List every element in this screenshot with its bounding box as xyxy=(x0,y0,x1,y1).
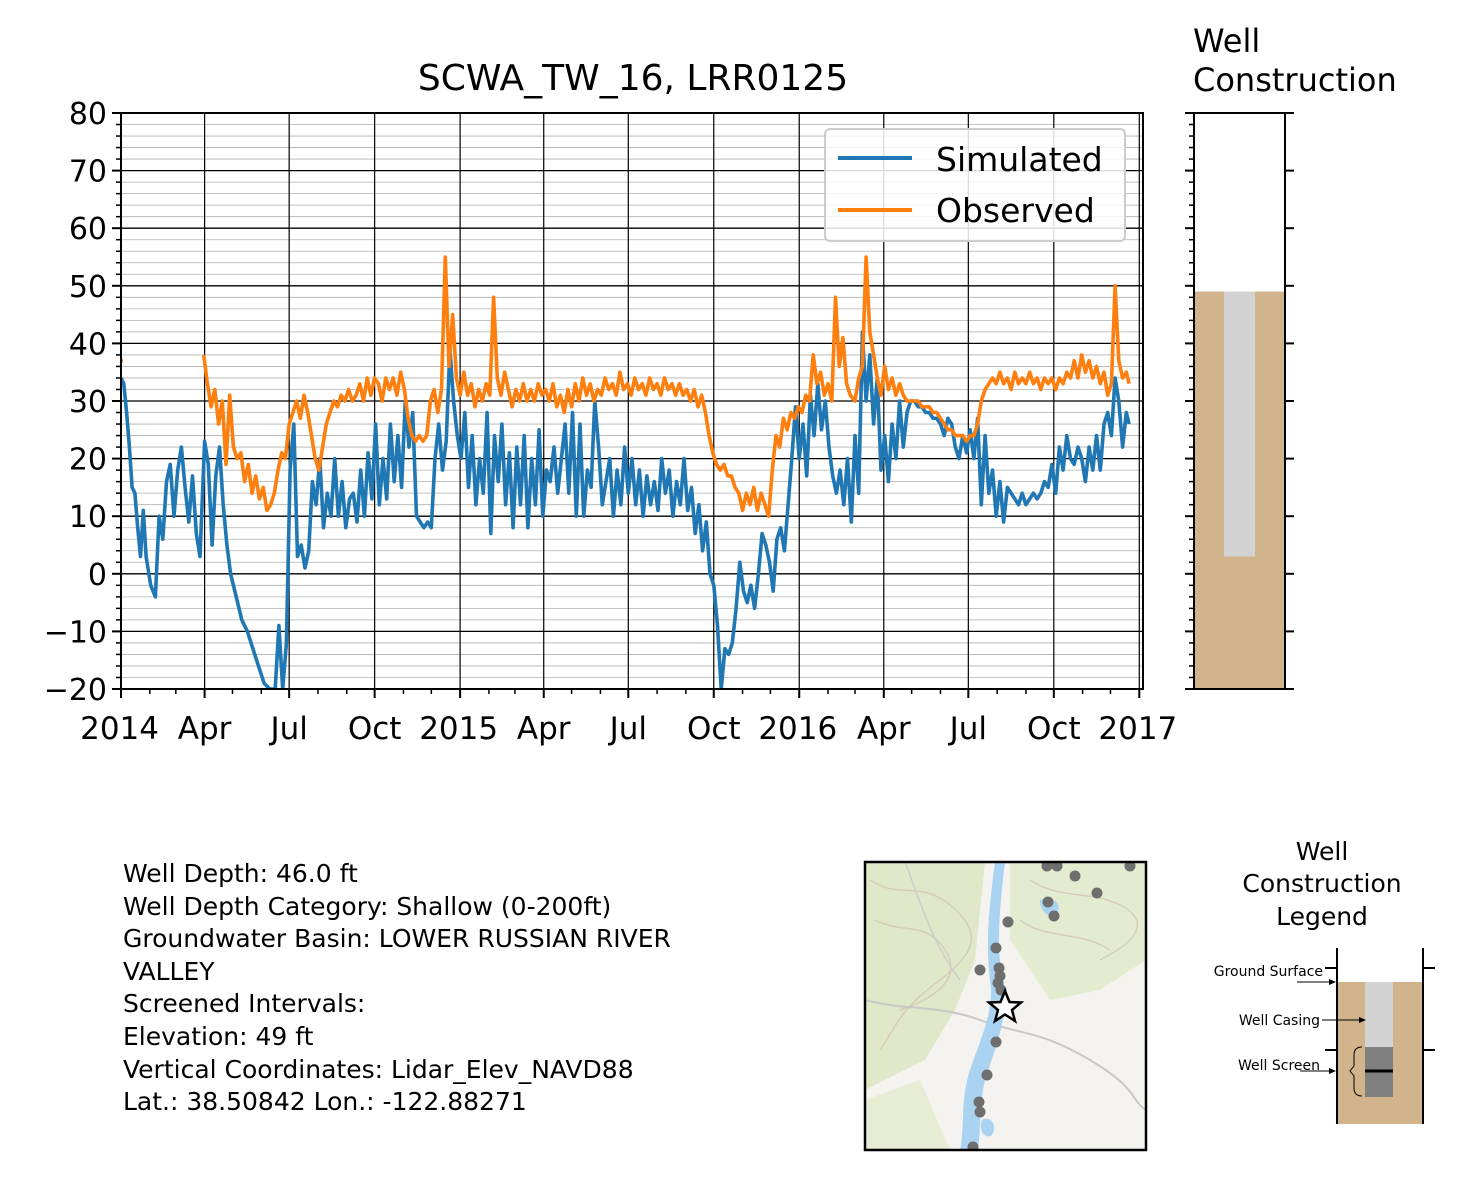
chart-legend: Simulated Observed xyxy=(824,128,1126,242)
x-tick-label: Jul xyxy=(268,711,307,747)
x-tick-label: 2015 xyxy=(419,711,498,747)
y-tick-label: 40 xyxy=(69,327,107,362)
y-tick-label: 70 xyxy=(69,155,107,190)
y-axis: 80 70 60 50 40 30 20 10 0 −10 −20 xyxy=(44,97,121,708)
well-construction-diagram xyxy=(1193,112,1286,690)
location-map xyxy=(863,860,1148,1152)
map-well-dot xyxy=(1051,862,1063,872)
map-frame xyxy=(863,860,1148,1152)
map-well-dot xyxy=(1041,862,1053,872)
x-axis: 2014 Apr Jul Oct 2015 Apr Jul Oct 2016 Apr Jul Oct 2… xyxy=(80,689,1177,747)
map-well-dot xyxy=(990,942,1002,954)
y-tick-label: 30 xyxy=(69,385,107,420)
map-well-dot xyxy=(1002,916,1014,928)
screened-intervals-text: Screened Intervals: xyxy=(123,989,366,1019)
legend-well-screen-label: Well Screen xyxy=(1238,1058,1320,1074)
x-tick-label: Jul xyxy=(948,711,987,747)
y-tick-label: −20 xyxy=(44,673,107,708)
map-vegetation xyxy=(1010,862,1146,1000)
legend-label-observed: Observed xyxy=(936,191,1095,230)
basin-text-line2: VALLEY xyxy=(123,956,215,986)
map-well-dots xyxy=(967,862,1136,1150)
well-panel-ticks xyxy=(1185,112,1294,690)
x-tick-label: Apr xyxy=(857,711,911,747)
latlon-text: Lat.: 38.50842 Lon.: -122.88271 xyxy=(123,1087,527,1117)
arrow-head-icon xyxy=(1359,1017,1366,1023)
map-vegetation xyxy=(865,862,985,1090)
legend-panel-title-line3: Legend xyxy=(1276,902,1368,931)
map-contour xyxy=(1029,879,1139,961)
basin-text-line1: Groundwater Basin: LOWER RUSSIAN RIVER xyxy=(123,924,671,954)
chart-series xyxy=(121,255,1131,689)
map-pond xyxy=(980,1118,995,1137)
map-well-dot xyxy=(1048,910,1060,922)
x-tick-label: Apr xyxy=(178,711,232,747)
well-depth-text: Well Depth: 46.0 ft xyxy=(123,859,358,888)
well-casing xyxy=(1224,291,1255,557)
y-tick-label: 80 xyxy=(69,97,107,132)
map-contour xyxy=(1019,919,1111,951)
map-well-dot xyxy=(974,964,986,976)
y-tick-label: 60 xyxy=(69,212,107,247)
legend-ground-surface-label: Ground Surface xyxy=(1214,964,1323,980)
construction-legend: Well Construction Legend Ground Surface … xyxy=(1214,837,1435,1124)
depth-category-text: Well Depth Category: Shallow (0-200ft) xyxy=(123,891,612,921)
x-tick-label: 2014 xyxy=(80,711,159,747)
map-well-dot xyxy=(990,1036,1002,1048)
map-contour xyxy=(874,919,952,1011)
x-tick-label: Oct xyxy=(1027,711,1081,747)
legend-panel-title-line1: Well xyxy=(1296,837,1349,866)
map-well-dot xyxy=(1069,870,1081,882)
map-well-dot xyxy=(974,1106,986,1118)
series-line-observed xyxy=(121,255,1131,518)
map-vegetation xyxy=(865,1080,950,1150)
legend-panel-title-line2: Construction xyxy=(1242,869,1401,898)
map-well-dot xyxy=(1091,887,1103,899)
x-tick-label: Oct xyxy=(348,711,402,747)
map-well-dot xyxy=(1042,896,1054,908)
well-info-panel: Well Depth: 46.0 ft Well Depth Category:… xyxy=(123,858,823,1119)
screen-bracket-icon xyxy=(1349,1046,1363,1097)
map-well-dot xyxy=(973,1096,985,1108)
x-tick-label: Apr xyxy=(517,711,571,747)
star-icon xyxy=(985,987,1025,1024)
map-well-dot xyxy=(1124,862,1136,872)
x-tick-label: Jul xyxy=(608,711,647,747)
x-tick-label: Oct xyxy=(687,711,741,747)
arrow-head-icon xyxy=(1329,979,1336,985)
elevation-text: Elevation: 49 ft xyxy=(123,1021,314,1051)
map-well-dot xyxy=(993,962,1005,974)
y-tick-label: 20 xyxy=(69,443,107,478)
y-tick-label: 50 xyxy=(69,270,107,305)
vertical-coords-text: Vertical Coordinates: Lidar_Elev_NAVD88 xyxy=(123,1054,634,1084)
legend-label-simulated: Simulated xyxy=(936,140,1103,179)
y-tick-label: −10 xyxy=(44,615,107,650)
well-construction-title-line2: Construction xyxy=(1193,61,1397,99)
map-river xyxy=(960,862,1005,1150)
y-tick-label: 10 xyxy=(69,500,107,535)
map-well-dot xyxy=(967,1141,979,1150)
map-well-dot xyxy=(981,1069,993,1081)
legend-well-casing-label: Well Casing xyxy=(1239,1013,1320,1029)
arrow-head-icon xyxy=(1329,1068,1336,1074)
map-road xyxy=(865,999,1146,1111)
x-tick-label: 2017 xyxy=(1098,711,1177,747)
well-construction-title-line1: Well xyxy=(1193,22,1260,60)
map-contour xyxy=(869,879,973,1051)
map-road xyxy=(904,862,961,981)
y-tick-label: 0 xyxy=(88,558,107,593)
x-tick-label: 2016 xyxy=(758,711,837,747)
chart-title: SCWA_TW_16, LRR0125 xyxy=(418,58,848,99)
